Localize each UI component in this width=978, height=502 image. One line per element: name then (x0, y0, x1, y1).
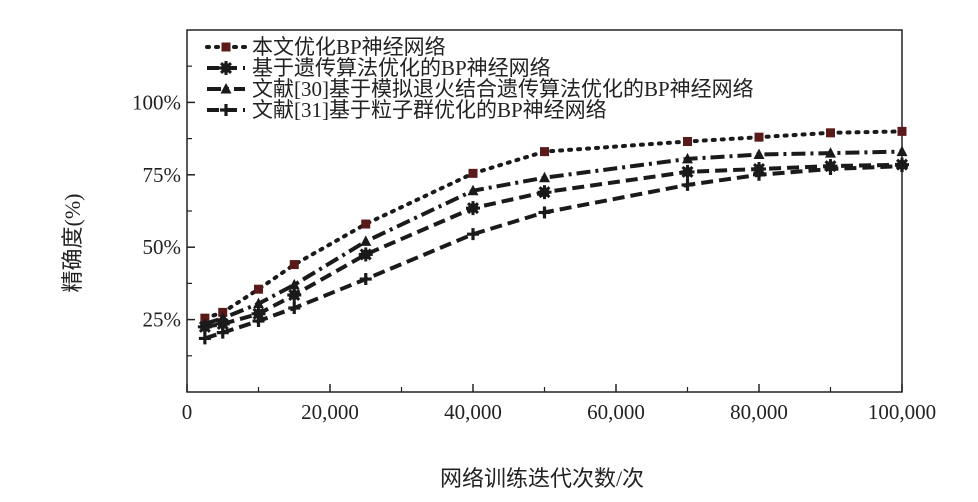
legend-label: 基于遗传算法优化的BP神经网络 (252, 56, 551, 80)
data-point (681, 178, 694, 191)
data-point (467, 228, 479, 241)
data-point (538, 206, 551, 219)
data-point (198, 332, 211, 345)
data-point (896, 160, 908, 173)
data-point (683, 136, 692, 146)
data-point (537, 185, 552, 200)
x-axis-title: 网络训练迭代次数/次 (440, 466, 644, 491)
x-tick-label: 40,000 (444, 400, 502, 424)
y-tick-label: 100% (132, 90, 181, 114)
legend-item: 本文优化BP神经网络 (205, 35, 446, 59)
data-point (253, 297, 264, 309)
legend-item: 文献[31]基于粒子群优化的BP神经网络 (207, 98, 607, 122)
data-point (896, 145, 908, 157)
data-point (360, 235, 372, 246)
y-tick-label: 25% (143, 308, 182, 332)
data-point (754, 132, 764, 142)
series-1 (200, 126, 907, 323)
data-point (288, 302, 301, 315)
data-point (254, 284, 263, 294)
data-point (216, 326, 229, 339)
series-line (204, 149, 903, 326)
series-2 (197, 157, 909, 334)
legend-marker (220, 104, 232, 116)
data-point (359, 273, 372, 286)
legend-label: 文献[30]基于模拟退火结合遗传算法优化的BP神经网络 (252, 77, 754, 101)
data-point (358, 247, 373, 262)
y-axis: 25% 50% 75% 100% (132, 65, 195, 357)
x-tick-label: 100,000 (868, 400, 936, 424)
series-line (204, 164, 903, 341)
series-4 (198, 160, 908, 345)
y-tick-label: 75% (143, 163, 182, 187)
data-point (361, 219, 371, 229)
data-point (467, 184, 479, 196)
data-point (753, 148, 765, 160)
legend-marker (219, 61, 233, 75)
data-point (288, 278, 300, 290)
data-point (540, 147, 549, 157)
data-point (682, 152, 693, 164)
x-tick-label: 60,000 (587, 400, 645, 424)
x-tick-label: 20,000 (301, 400, 359, 424)
legend: 本文优化BP神经网络基于遗传算法优化的BP神经网络文献[30]基于模拟退火结合遗… (205, 35, 754, 122)
series-line (202, 129, 904, 321)
y-tick-label: 50% (143, 235, 182, 259)
data-point (753, 168, 765, 181)
legend-item: 文献[30]基于模拟退火结合遗传算法优化的BP神经网络 (207, 77, 754, 101)
data-point (289, 260, 299, 270)
legend-label: 本文优化BP神经网络 (252, 35, 446, 59)
data-point (824, 163, 837, 176)
data-point (680, 164, 695, 179)
data-point (825, 147, 836, 158)
series-3 (199, 145, 908, 329)
data-point (287, 287, 302, 302)
legend-label: 文献[31]基于粒子群优化的BP神经网络 (252, 98, 607, 122)
data-point (199, 317, 211, 329)
data-point (826, 128, 835, 138)
legend-marker (220, 83, 232, 94)
legend-item: 基于遗传算法优化的BP神经网络 (207, 56, 551, 80)
x-axis: 0 20,000 40,000 60,000 80,000 100,000 (182, 384, 936, 424)
data-point (466, 201, 480, 216)
data-point (217, 312, 229, 323)
legend-marker (221, 42, 231, 52)
x-tick-label: 80,000 (730, 400, 788, 424)
series-layer (197, 126, 909, 345)
data-point (252, 315, 265, 328)
x-tick-label: 0 (182, 400, 193, 424)
data-point (897, 126, 907, 136)
data-point (539, 171, 550, 183)
y-axis-title: 精确度(%) (60, 194, 85, 293)
data-point (468, 168, 478, 178)
